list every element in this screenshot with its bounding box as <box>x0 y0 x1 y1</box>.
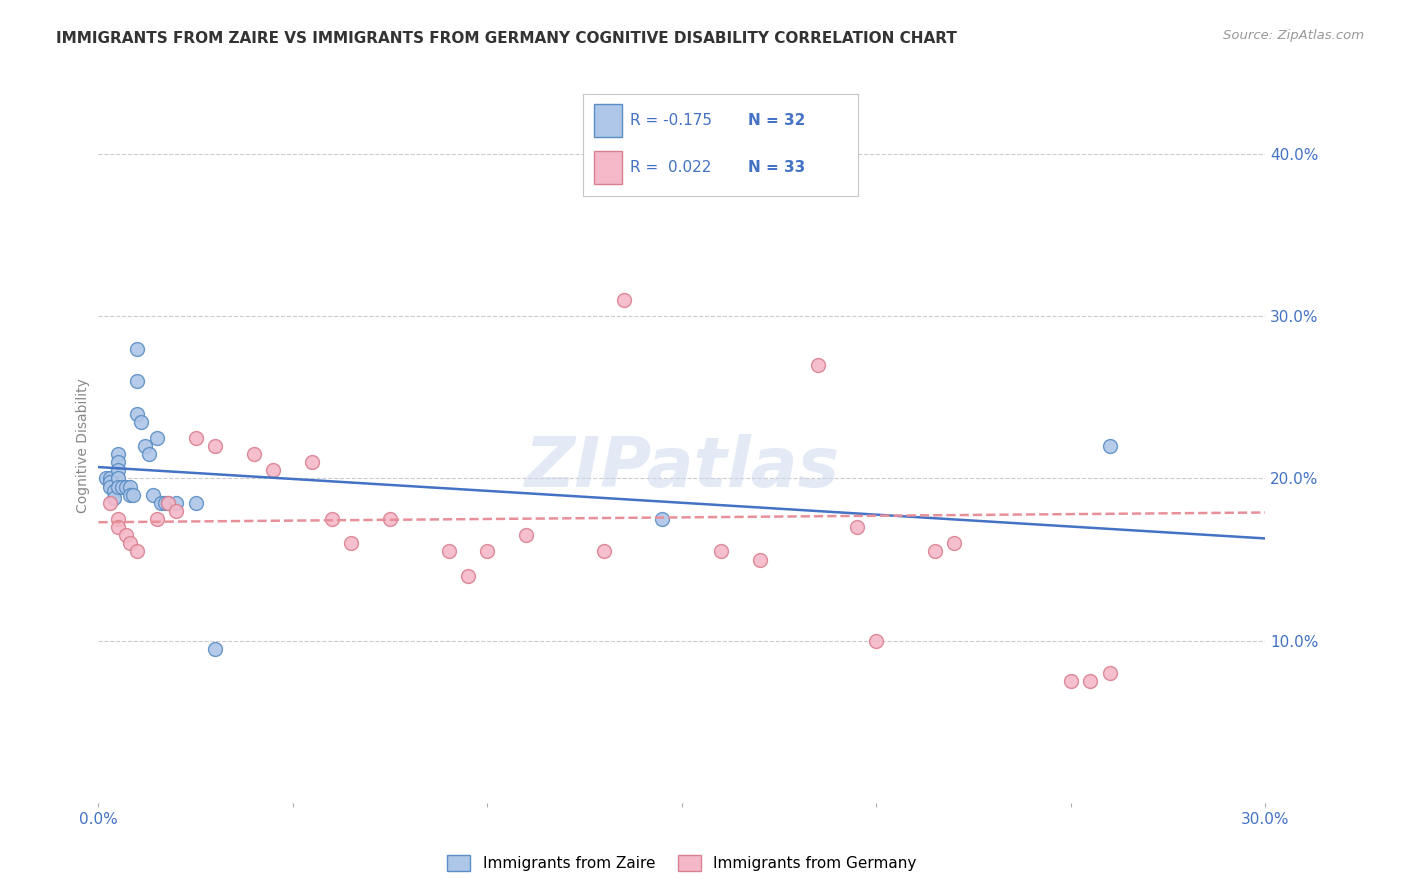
Point <box>118 536 141 550</box>
Point <box>865 633 887 648</box>
Text: R = -0.175: R = -0.175 <box>630 112 711 128</box>
Point <box>153 496 176 510</box>
Point <box>98 475 121 489</box>
Point <box>1060 674 1083 689</box>
Point <box>157 496 180 510</box>
Point <box>321 512 343 526</box>
Point <box>807 358 830 372</box>
Point <box>378 512 402 526</box>
Point <box>103 491 125 505</box>
Text: ZIPatlas: ZIPatlas <box>524 434 839 501</box>
Point <box>651 512 673 526</box>
Point <box>127 374 149 388</box>
Point <box>165 504 187 518</box>
Point <box>127 342 149 356</box>
Text: R =  0.022: R = 0.022 <box>630 160 711 175</box>
Point <box>146 431 169 445</box>
Point <box>204 641 226 656</box>
Text: N = 32: N = 32 <box>748 112 806 128</box>
Point <box>107 471 129 485</box>
Point <box>165 496 187 510</box>
Point <box>1080 674 1102 689</box>
Point <box>301 455 323 469</box>
Point <box>111 479 134 493</box>
Point <box>924 544 946 558</box>
Point <box>157 496 180 510</box>
Text: N = 33: N = 33 <box>748 160 806 175</box>
Point <box>114 528 136 542</box>
Point <box>613 293 636 307</box>
Point <box>134 439 156 453</box>
Point <box>107 455 129 469</box>
Point <box>204 439 226 453</box>
Point <box>748 552 770 566</box>
Point <box>184 496 207 510</box>
Point <box>710 544 733 558</box>
Point <box>127 407 149 421</box>
Point <box>98 496 121 510</box>
Point <box>138 447 160 461</box>
Point <box>107 463 129 477</box>
Y-axis label: Cognitive Disability: Cognitive Disability <box>76 378 90 514</box>
Point <box>243 447 266 461</box>
Point <box>107 447 129 461</box>
Point <box>593 544 616 558</box>
Point <box>477 544 499 558</box>
Point <box>146 512 169 526</box>
Point <box>118 488 141 502</box>
Point <box>437 544 460 558</box>
Point <box>122 488 145 502</box>
Bar <box>595 104 621 136</box>
Point <box>107 479 129 493</box>
Point <box>127 544 149 558</box>
Point <box>1098 439 1121 453</box>
Point <box>1098 666 1121 681</box>
Point <box>107 512 129 526</box>
Point <box>142 488 165 502</box>
Point <box>107 520 129 534</box>
Point <box>98 471 121 485</box>
Point <box>103 484 125 499</box>
Point <box>515 528 537 542</box>
Point <box>98 479 121 493</box>
Point <box>149 496 172 510</box>
Point <box>114 479 136 493</box>
Text: IMMIGRANTS FROM ZAIRE VS IMMIGRANTS FROM GERMANY COGNITIVE DISABILITY CORRELATIO: IMMIGRANTS FROM ZAIRE VS IMMIGRANTS FROM… <box>56 31 957 46</box>
Point <box>262 463 284 477</box>
Point <box>943 536 966 550</box>
Bar <box>595 151 621 184</box>
Point <box>340 536 363 550</box>
Legend: Immigrants from Zaire, Immigrants from Germany: Immigrants from Zaire, Immigrants from G… <box>441 849 922 877</box>
Text: Source: ZipAtlas.com: Source: ZipAtlas.com <box>1223 29 1364 42</box>
Point <box>129 415 152 429</box>
Point <box>96 471 118 485</box>
Point <box>184 431 207 445</box>
Point <box>118 479 141 493</box>
Point <box>846 520 869 534</box>
Point <box>457 568 479 582</box>
